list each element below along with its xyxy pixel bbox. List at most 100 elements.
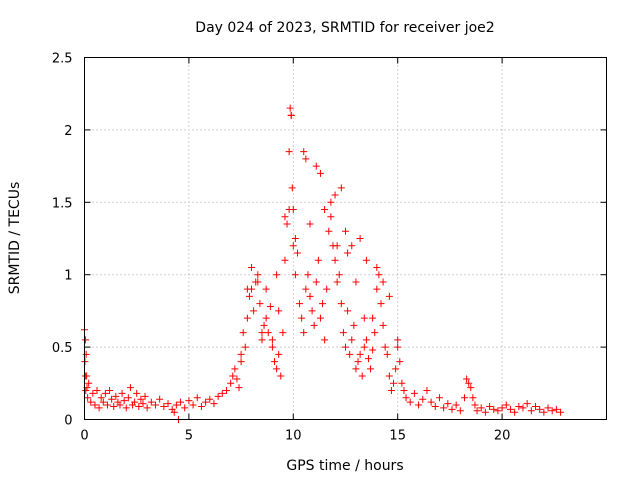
data-point [337,300,345,308]
data-point [110,402,118,410]
data-point [506,405,514,413]
data-point [344,307,352,315]
y-tick-labels: 0 0.5 1 1.5 2 2.5 [52,52,73,429]
data-point [227,379,235,387]
y-tick-label: 0.5 [52,341,73,356]
data-point [101,389,109,397]
data-point [325,227,333,235]
data-point [222,387,230,395]
data-point [377,300,385,308]
data-point [243,314,251,322]
data-point [277,372,285,380]
data-point [197,402,205,410]
data-point [237,358,245,366]
data-point [84,394,92,402]
data-point [375,271,383,279]
data-point [327,198,335,206]
data-point [486,402,494,410]
data-point [427,398,435,406]
data-point [527,407,535,415]
data-point [258,329,266,337]
data-point [172,401,180,409]
data-point [164,400,172,408]
data-point [291,235,299,242]
data-point [120,397,128,405]
data-point [287,111,295,119]
data-point [423,387,431,395]
data-point [256,300,264,308]
data-point [316,314,324,322]
data-point [540,408,548,416]
data-point [396,358,404,366]
data-point [360,314,368,322]
data-point [358,372,366,380]
data-point [250,307,258,315]
data-point [258,336,266,344]
data-point [379,321,387,329]
data-point [321,206,329,214]
data-point [369,314,377,322]
data-point [206,395,214,403]
data-point [410,389,418,397]
data-point [116,401,124,409]
data-point [312,278,320,286]
data-point [333,242,341,250]
data-point [463,375,471,383]
data-point [218,389,226,397]
data-point [544,404,552,412]
data-point [298,314,306,322]
data-point [415,401,423,409]
data-point [231,365,239,373]
data-point [271,358,279,366]
data-point [279,329,287,337]
data-point [275,307,283,315]
data-point [394,336,402,344]
data-point [481,408,489,416]
y-tick-label: 1.5 [52,196,73,211]
y-tick-label: 2 [64,124,72,139]
y-tick-label: 0 [64,414,72,429]
data-point [302,285,310,293]
data-point [273,365,281,373]
data-point [143,404,151,412]
data-point [233,375,241,383]
data-point [112,392,120,400]
data-point [323,285,331,293]
data-point [185,397,193,405]
data-point [296,300,304,308]
data-point [373,285,381,293]
x-tick-label: 20 [494,429,511,444]
data-point [502,401,510,409]
data-point [392,365,400,373]
data-point [262,285,270,293]
data-point [300,329,308,337]
y-tick-label: 2.5 [52,52,73,67]
data-point [133,389,141,397]
data-point [122,404,130,412]
data-point [390,379,398,387]
data-point [348,336,356,344]
data-point [141,392,149,400]
data-point [444,400,452,408]
data-point [126,384,134,392]
data-point [319,300,327,308]
data-point [321,336,329,344]
data-point [151,401,159,409]
data-point [108,395,116,403]
x-tick-label: 0 [80,429,88,444]
data-point [471,401,479,409]
data-point [342,227,349,235]
data-point [264,329,272,337]
data-point [281,213,289,221]
data-point [310,321,318,329]
data-point [170,408,178,416]
data-point [160,402,168,410]
data-point [124,394,132,402]
data-points [81,104,565,423]
data-point [314,256,322,264]
data-point [118,389,126,397]
data-point [239,329,247,337]
x-tick-label: 10 [285,429,302,444]
data-point [99,398,107,406]
